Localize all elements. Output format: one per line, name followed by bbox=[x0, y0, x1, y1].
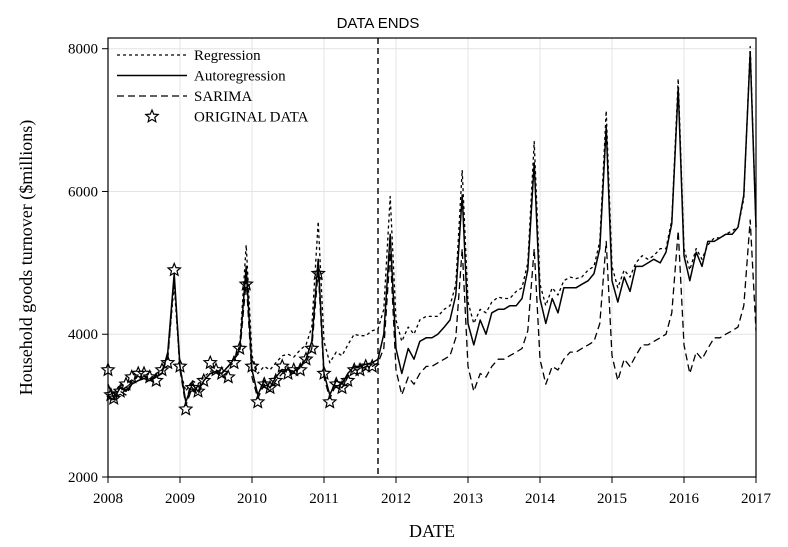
original-data-point bbox=[196, 372, 212, 388]
series-group bbox=[100, 45, 757, 416]
x-tick-label: 2010 bbox=[237, 491, 267, 507]
original-data-point bbox=[184, 379, 200, 395]
original-data-point bbox=[340, 372, 356, 388]
y-tick-label: 2000 bbox=[68, 470, 98, 486]
original-data-point bbox=[190, 383, 206, 398]
original-data-point bbox=[232, 340, 248, 356]
plot-frame bbox=[107, 37, 757, 478]
original-data-point bbox=[136, 365, 152, 381]
original-data-point bbox=[286, 361, 302, 377]
original-data-point bbox=[292, 361, 308, 377]
original-data-point bbox=[256, 376, 272, 391]
original-data-point bbox=[262, 379, 278, 395]
original-data-point bbox=[280, 365, 296, 381]
original-data-point bbox=[316, 365, 332, 381]
legend-label-sarima: SARIMA bbox=[194, 89, 253, 105]
original-data-point bbox=[106, 390, 122, 406]
original-data-point bbox=[148, 372, 164, 388]
x-tick-label: 2009 bbox=[165, 491, 195, 507]
original-data-point bbox=[160, 354, 176, 370]
original-data-point bbox=[178, 401, 194, 416]
legend-label-autoregression: Autoregression bbox=[194, 69, 286, 85]
x-tick-label: 2011 bbox=[309, 491, 338, 507]
y-tick-label: 6000 bbox=[68, 184, 98, 200]
legend: Regression Autoregression SARIMA ORIGINAL D… bbox=[117, 48, 309, 126]
x-tick-label: 2014 bbox=[525, 491, 556, 507]
original-data-point bbox=[172, 358, 188, 373]
original-data-point bbox=[166, 261, 182, 277]
x-tick-label: 2008 bbox=[93, 491, 123, 507]
original-data-point bbox=[328, 376, 344, 391]
original-data-point bbox=[226, 354, 242, 370]
original-data-point bbox=[244, 358, 260, 373]
original-data-point bbox=[130, 365, 146, 381]
x-axis-title: DATE bbox=[409, 521, 455, 541]
y-tick-label: 8000 bbox=[68, 42, 98, 58]
original-data-point bbox=[103, 386, 119, 402]
x-tick-label: 2015 bbox=[597, 491, 627, 507]
regression-line bbox=[107, 45, 757, 396]
original-data-point bbox=[334, 379, 350, 395]
y-tick-label: 4000 bbox=[68, 327, 98, 343]
original-data-point bbox=[310, 265, 326, 281]
original-data-point bbox=[358, 358, 374, 373]
original-data-point bbox=[118, 376, 134, 391]
legend-label-regression: Regression bbox=[194, 48, 261, 64]
axis-ticks: 2008 2009 2010 2011 2012 2013 2014 2015 2016 2017… bbox=[68, 42, 772, 507]
original-data-point bbox=[154, 361, 170, 377]
original-data-point bbox=[298, 351, 314, 366]
original-data-point bbox=[142, 369, 158, 384]
original-data-point bbox=[202, 354, 218, 370]
original-data-point bbox=[268, 372, 284, 388]
x-tick-label: 2013 bbox=[453, 491, 483, 507]
original-data-point bbox=[322, 393, 338, 409]
original-data-point bbox=[238, 276, 254, 291]
original-data-point bbox=[346, 361, 362, 377]
data-ends-label: DATA ENDS bbox=[337, 15, 420, 32]
legend-label-original-data: ORIGINAL DATA bbox=[194, 110, 309, 126]
original-data-point bbox=[304, 340, 320, 356]
sarima-line bbox=[107, 219, 757, 407]
original-data-point bbox=[112, 383, 128, 398]
x-tick-label: 2017 bbox=[741, 491, 772, 507]
original-data-point bbox=[220, 369, 236, 384]
x-tick-label: 2012 bbox=[381, 491, 411, 507]
y-axis-title: Household goods turnover ($millions) bbox=[16, 120, 37, 395]
x-tick-label: 2016 bbox=[669, 491, 700, 507]
original-data-point bbox=[208, 361, 224, 377]
original-data-point bbox=[214, 365, 230, 381]
original-data-point bbox=[364, 358, 380, 373]
original-data-point bbox=[274, 358, 290, 373]
original-data-point bbox=[124, 369, 140, 384]
original-data-point bbox=[352, 361, 368, 377]
legend-symbol-original-data bbox=[144, 108, 160, 124]
original-data-point bbox=[250, 393, 266, 409]
